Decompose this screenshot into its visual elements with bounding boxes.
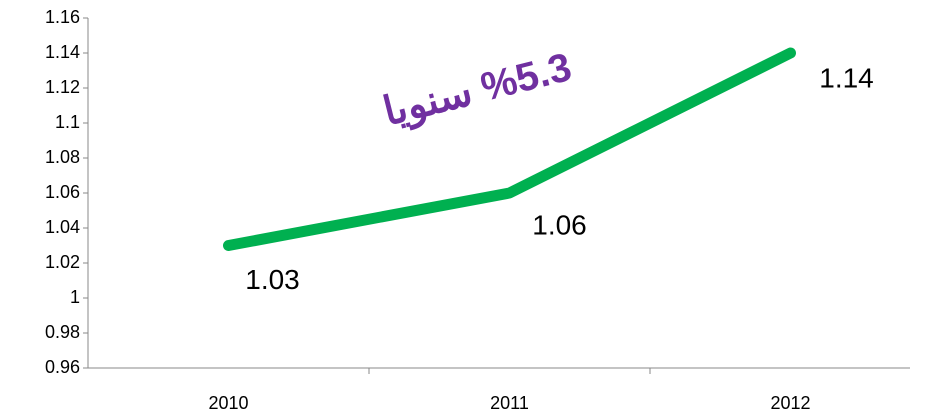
- y-tick-label: 0.98: [45, 322, 80, 342]
- x-tick-label: 2010: [208, 393, 248, 413]
- y-tick-label: 0.96: [45, 357, 80, 377]
- y-tick-label: 1.06: [45, 182, 80, 202]
- y-tick-label: 1: [70, 287, 80, 307]
- x-tick-label: 2012: [770, 393, 810, 413]
- data-label: 1.06: [532, 209, 587, 240]
- y-tick-label: 1.16: [45, 7, 80, 27]
- y-tick-label: 1.08: [45, 147, 80, 167]
- y-tick-label: 1.14: [45, 42, 80, 62]
- y-tick-label: 1.1: [55, 112, 80, 132]
- y-tick-label: 1.12: [45, 77, 80, 97]
- data-label: 1.14: [819, 62, 874, 93]
- line: [223, 47, 796, 251]
- data-label: 1.03: [245, 264, 300, 295]
- y-tick-label: 1.02: [45, 252, 80, 272]
- annotation: %5.3 سنويا: [379, 45, 576, 136]
- y-tick-label: 1.04: [45, 217, 80, 237]
- x-tick-label: 2011: [490, 393, 529, 413]
